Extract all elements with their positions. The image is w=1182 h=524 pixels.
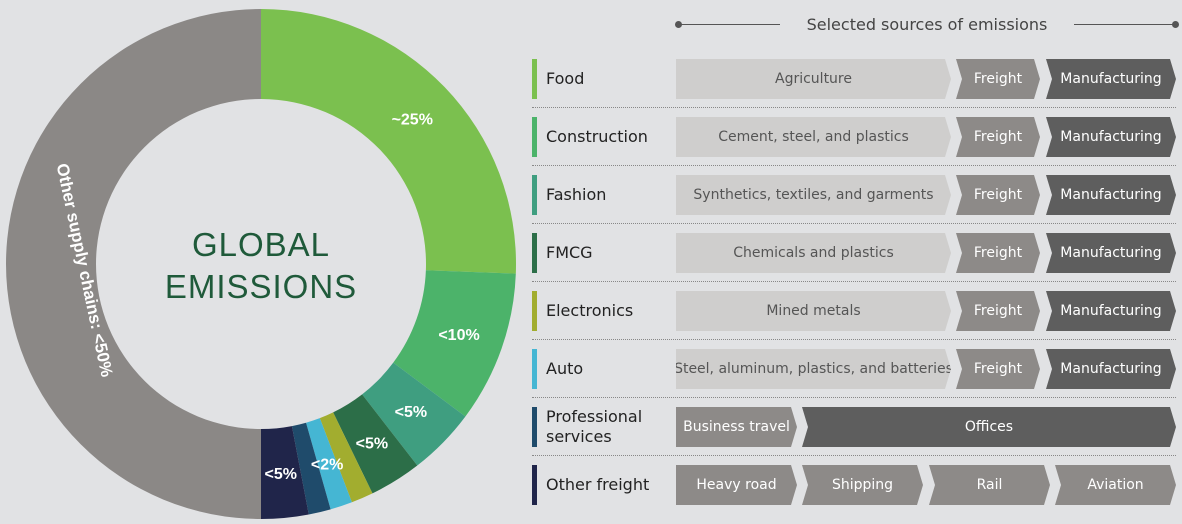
source-chevron: Manufacturing — [1046, 175, 1176, 215]
source-chevron: Rail — [929, 465, 1050, 505]
source-chevron: Manufacturing — [1046, 233, 1176, 273]
donut-label: <10% — [438, 327, 479, 344]
row-label: Auto — [546, 359, 584, 378]
row-label: Fashion — [546, 185, 607, 204]
row-other-freight: Other freight Heavy road Shipping Rail Aviat… — [532, 456, 1176, 514]
donut-segment-auto — [306, 418, 352, 510]
row-electronics: Electronics Mined metals Freight Manufactur… — [532, 282, 1176, 340]
row-fashion: Fashion Synthetics, textiles, and garment… — [532, 166, 1176, 224]
source-chevron: Offices — [802, 407, 1176, 447]
sources-header: Selected sources of emissions — [675, 12, 1179, 36]
donut-segment-electronics — [319, 412, 373, 503]
row-food: Food Agriculture Freight Manufacturing — [532, 50, 1176, 108]
source-chevron: Freight — [956, 349, 1040, 389]
row-divider — [532, 223, 1176, 224]
row-divider — [532, 455, 1176, 456]
header-rule-right — [1074, 24, 1176, 25]
source-chevron: Freight — [956, 59, 1040, 99]
row-color-marker — [532, 59, 537, 99]
source-chevron: Synthetics, textiles, and garments — [676, 175, 951, 215]
donut-label: <5% — [265, 466, 297, 483]
donut-label: <5% — [395, 404, 427, 421]
source-chevron: Freight — [956, 291, 1040, 331]
donut-label: <5% — [356, 435, 388, 452]
source-chevron: Freight — [956, 233, 1040, 273]
source-chevron: Manufacturing — [1046, 291, 1176, 331]
source-chevron: Freight — [956, 175, 1040, 215]
row-color-marker — [532, 117, 537, 157]
row-label: Professional services — [546, 407, 643, 446]
row-divider — [532, 397, 1176, 398]
source-chevron: Manufacturing — [1046, 117, 1176, 157]
source-chevron: Chemicals and plastics — [676, 233, 951, 273]
donut-segment-other-supply-chains — [6, 9, 261, 519]
row-color-marker — [532, 233, 537, 273]
row-color-marker — [532, 349, 537, 389]
row-color-marker — [532, 291, 537, 331]
row-professional-services: Professional services Business travel Offi… — [532, 398, 1176, 456]
header-rule-left — [678, 24, 780, 25]
donut-segment-professional-services — [291, 422, 331, 515]
row-auto: Auto Steel, aluminum, plastics, and batte… — [532, 340, 1176, 398]
row-divider — [532, 165, 1176, 166]
donut-segment-food — [261, 9, 516, 274]
row-fmcg: FMCG Chemicals and plastics Freight Manufac… — [532, 224, 1176, 282]
source-chevron: Business travel — [676, 407, 797, 447]
row-divider — [532, 107, 1176, 108]
row-divider — [532, 281, 1176, 282]
donut-center-line2: EMISSIONS — [165, 268, 357, 305]
row-label: Electronics — [546, 301, 634, 320]
donut-label: ~25% — [392, 111, 433, 128]
source-chevron: Steel, aluminum, plastics, and batteries — [676, 349, 951, 389]
global-emissions-donut: ~25%<10%<5%<5%<2%<5%Other supply chains:… — [6, 9, 516, 519]
source-chevron: Freight — [956, 117, 1040, 157]
donut-center-line1: GLOBAL — [192, 226, 330, 263]
source-chevron: Manufacturing — [1046, 59, 1176, 99]
source-chevron: Manufacturing — [1046, 349, 1176, 389]
source-chevron: Mined metals — [676, 291, 951, 331]
donut-segment-construction — [393, 270, 516, 417]
row-color-marker — [532, 465, 537, 505]
row-label: Food — [546, 69, 585, 88]
sources-title: Selected sources of emissions — [806, 15, 1048, 34]
source-chevron: Agriculture — [676, 59, 951, 99]
donut-segment-other-freight — [261, 426, 309, 519]
source-chevron: Heavy road — [676, 465, 797, 505]
donut-segment-fashion — [362, 362, 466, 466]
row-color-marker — [532, 175, 537, 215]
donut-label: <2% — [311, 456, 343, 473]
donut-segment-fmcg — [333, 394, 418, 494]
row-divider — [532, 339, 1176, 340]
row-label: Other freight — [546, 475, 650, 494]
header-dot-right — [1172, 21, 1179, 28]
row-label: Construction — [546, 127, 648, 146]
row-label: FMCG — [546, 243, 593, 262]
source-chevron: Aviation — [1055, 465, 1176, 505]
row-construction: Construction Cement, steel, and plastics F… — [532, 108, 1176, 166]
source-chevron: Shipping — [802, 465, 923, 505]
source-chevron: Cement, steel, and plastics — [676, 117, 951, 157]
row-color-marker — [532, 407, 537, 447]
